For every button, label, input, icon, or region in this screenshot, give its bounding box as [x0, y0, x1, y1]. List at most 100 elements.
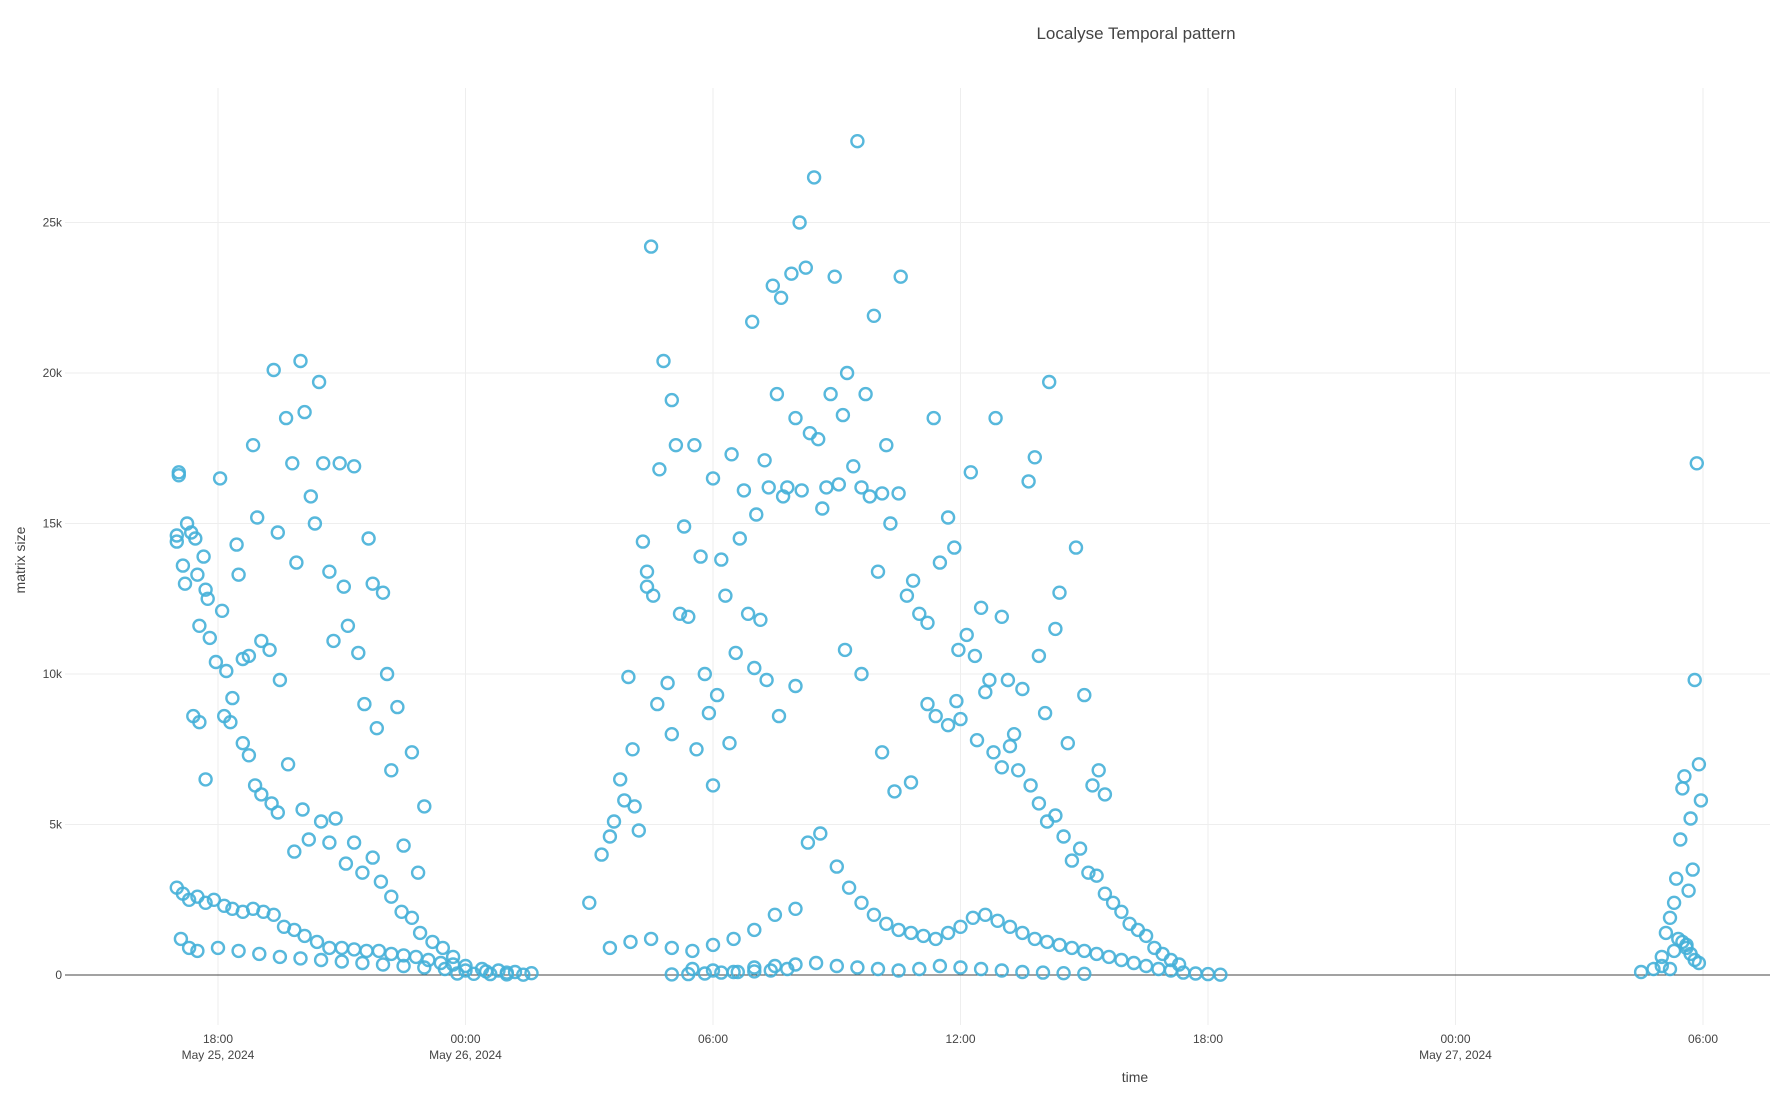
data-point	[297, 928, 312, 944]
data-point	[1048, 808, 1063, 823]
data-point	[668, 438, 684, 453]
data-point	[681, 609, 696, 624]
data-point	[969, 733, 985, 748]
data-point	[1685, 862, 1700, 877]
data-point	[1021, 474, 1036, 489]
y-tick-label: 20k	[43, 366, 63, 380]
data-point	[949, 693, 964, 709]
data-point	[846, 459, 861, 474]
data-point	[973, 961, 989, 977]
data-point	[627, 799, 642, 814]
data-point	[994, 760, 1009, 775]
data-point	[499, 967, 514, 982]
data-point	[1097, 787, 1113, 802]
data-point	[839, 365, 855, 381]
data-point	[346, 459, 362, 474]
data-point	[932, 958, 948, 974]
data-point	[351, 645, 366, 661]
data-point	[1002, 919, 1018, 934]
data-point	[270, 805, 285, 820]
data-point	[322, 835, 337, 850]
data-point	[212, 471, 228, 486]
data-point	[1662, 910, 1678, 925]
data-point	[1693, 793, 1709, 808]
data-point	[806, 170, 822, 185]
data-point	[891, 963, 906, 978]
data-point	[516, 967, 531, 982]
data-point	[1658, 925, 1674, 941]
data-point	[1052, 585, 1067, 600]
data-point	[953, 960, 968, 975]
data-point	[177, 576, 193, 591]
data-point	[767, 907, 783, 922]
data-point	[870, 961, 886, 977]
data-point	[854, 666, 869, 682]
data-point	[272, 949, 288, 965]
data-point	[307, 516, 323, 531]
data-point	[173, 931, 189, 947]
data-point	[1105, 895, 1121, 910]
data-point	[850, 133, 865, 149]
data-point	[375, 957, 391, 972]
chart-title: Localyse Temporal pattern	[1036, 24, 1235, 43]
data-point	[1085, 778, 1100, 793]
data-point	[396, 838, 411, 853]
data-point	[602, 940, 618, 956]
data-point	[823, 386, 838, 402]
data-point	[219, 663, 234, 679]
data-point	[410, 865, 426, 880]
data-point	[798, 260, 813, 275]
data-point	[313, 814, 329, 829]
data-point	[1654, 949, 1670, 965]
data-point	[788, 410, 803, 426]
data-point	[1064, 853, 1080, 868]
data-point	[1060, 736, 1076, 751]
data-point	[171, 468, 187, 483]
data-point	[293, 951, 308, 966]
data-point	[656, 353, 671, 369]
data-point	[650, 696, 665, 712]
data-point	[912, 961, 927, 977]
data-point	[1081, 865, 1096, 880]
y-tick-label: 0	[55, 968, 62, 982]
data-point	[1015, 925, 1030, 941]
data-point	[582, 895, 597, 910]
data-point	[736, 483, 752, 498]
data-point	[181, 940, 197, 956]
data-point	[635, 534, 651, 549]
data-point	[757, 453, 772, 468]
data-point	[1035, 965, 1051, 980]
data-point	[835, 407, 851, 423]
data-point	[270, 525, 285, 540]
data-point	[726, 931, 741, 947]
data-point	[1138, 928, 1154, 944]
data-point	[879, 916, 894, 931]
data-point	[1011, 763, 1026, 778]
data-point	[643, 239, 659, 254]
data-point	[417, 960, 432, 975]
data-point	[1072, 841, 1088, 856]
data-point	[1006, 727, 1022, 742]
data-point	[866, 308, 882, 323]
data-point	[728, 645, 743, 661]
data-point	[241, 748, 257, 763]
data-point	[664, 392, 679, 408]
data-point	[289, 555, 304, 570]
data-point	[445, 949, 461, 965]
data-point	[293, 353, 308, 369]
data-point	[1666, 895, 1682, 910]
data-point	[404, 745, 420, 760]
data-point	[252, 946, 267, 962]
data-point	[1683, 811, 1698, 826]
data-point	[1002, 739, 1018, 754]
data-point	[986, 745, 1001, 760]
data-point	[1031, 648, 1047, 664]
data-point	[732, 531, 747, 546]
data-point	[1056, 966, 1071, 981]
data-point	[202, 630, 218, 646]
data-point	[1677, 769, 1692, 784]
data-point	[687, 438, 702, 453]
data-point	[940, 925, 956, 941]
data-point	[769, 386, 785, 402]
data-point	[1668, 871, 1684, 886]
